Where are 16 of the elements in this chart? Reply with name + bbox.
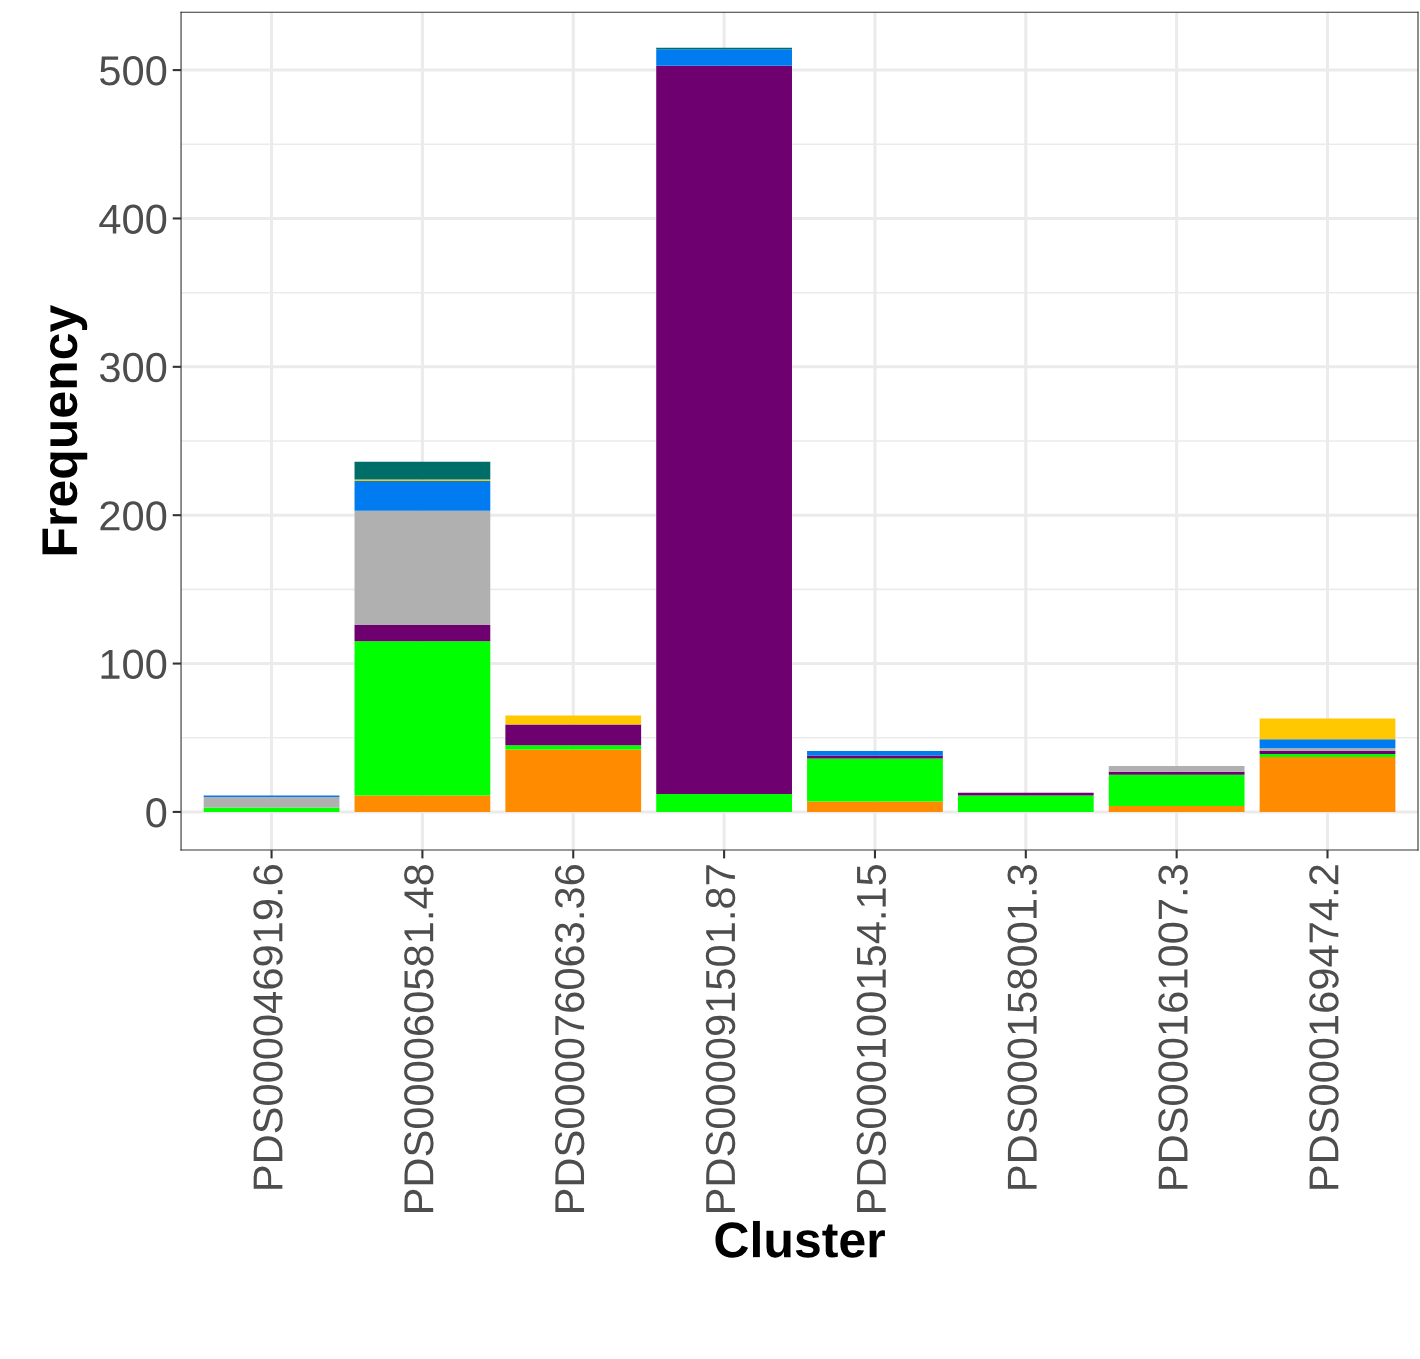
- x-tick-label: PDS000161007.3: [1158, 865, 1188, 1189]
- y-tick-label: 0: [146, 797, 167, 828]
- x-axis-title: Cluster: [715, 1220, 885, 1258]
- x-tick-label: PDS000100154.15: [856, 864, 887, 1212]
- y-tick-label: 500: [100, 56, 167, 86]
- y-tick-label: 100: [101, 649, 167, 680]
- y-tick-label: 200: [100, 501, 167, 531]
- x-tick-label: PDS000091501.87: [705, 865, 736, 1212]
- x-tick-label: PDS000169474.2: [1309, 865, 1339, 1189]
- x-tick-label: PDS000158001.3: [1007, 865, 1037, 1189]
- x-tick-label: PDS000060581.48: [404, 865, 434, 1212]
- y-tick-label: 300: [99, 352, 167, 383]
- x-tick-label: PDS000076063.36: [554, 865, 585, 1212]
- x-tick-label: PDS000046919.6: [253, 865, 283, 1189]
- y-axis-title: Frequency: [42, 304, 88, 555]
- y-tick-label: 400: [99, 204, 167, 234]
